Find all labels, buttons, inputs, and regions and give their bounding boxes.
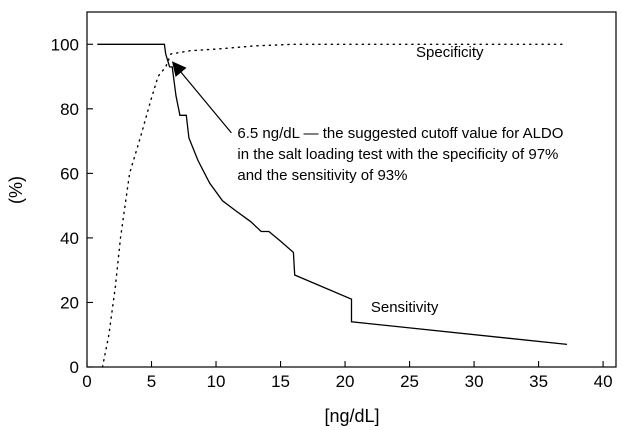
annotation-text-line: 6.5 ng/dL — the suggested cutoff value f…	[237, 125, 563, 142]
x-tick-label: 10	[207, 372, 226, 391]
annotation-text-line: in the salt loading test with the specif…	[237, 146, 558, 163]
y-axis-ticks: 0 20 40 60 80 100	[51, 35, 93, 377]
x-tick-label: 5	[147, 372, 156, 391]
x-tick-label: 30	[465, 372, 484, 391]
x-tick-label: 20	[336, 372, 355, 391]
x-tick-label: 0	[82, 372, 91, 391]
x-axis-title: [ng/dL]	[324, 406, 379, 426]
y-tick-label: 40	[60, 229, 79, 248]
x-axis-ticks: 0 5 10 15 20 25 30 35 40	[82, 361, 613, 391]
series-layer	[97, 43, 568, 368]
y-tick-label: 60	[60, 164, 79, 183]
x-tick-label: 40	[594, 372, 613, 391]
series-line-specificity	[101, 43, 566, 368]
series-line-sensitivity	[97, 43, 568, 346]
y-tick-label: 20	[60, 293, 79, 312]
x-tick-label: 35	[529, 372, 548, 391]
annotation-layer: 6.5 ng/dL — the suggested cutoff value f…	[171, 44, 563, 316]
annotation-arrow	[171, 61, 232, 134]
y-tick-label: 0	[70, 358, 79, 377]
x-tick-label: 25	[400, 372, 419, 391]
x-tick-label: 15	[271, 372, 290, 391]
series-label-specificity: Specificity	[416, 44, 484, 61]
y-tick-label: 100	[51, 35, 79, 54]
y-tick-label: 80	[60, 100, 79, 119]
annotation-text-line: and the sensitivity of 93%	[237, 167, 407, 184]
y-axis-title: (%)	[6, 176, 26, 204]
series-label-sensitivity: Sensitivity	[371, 299, 439, 316]
plot-frame	[86, 11, 617, 368]
